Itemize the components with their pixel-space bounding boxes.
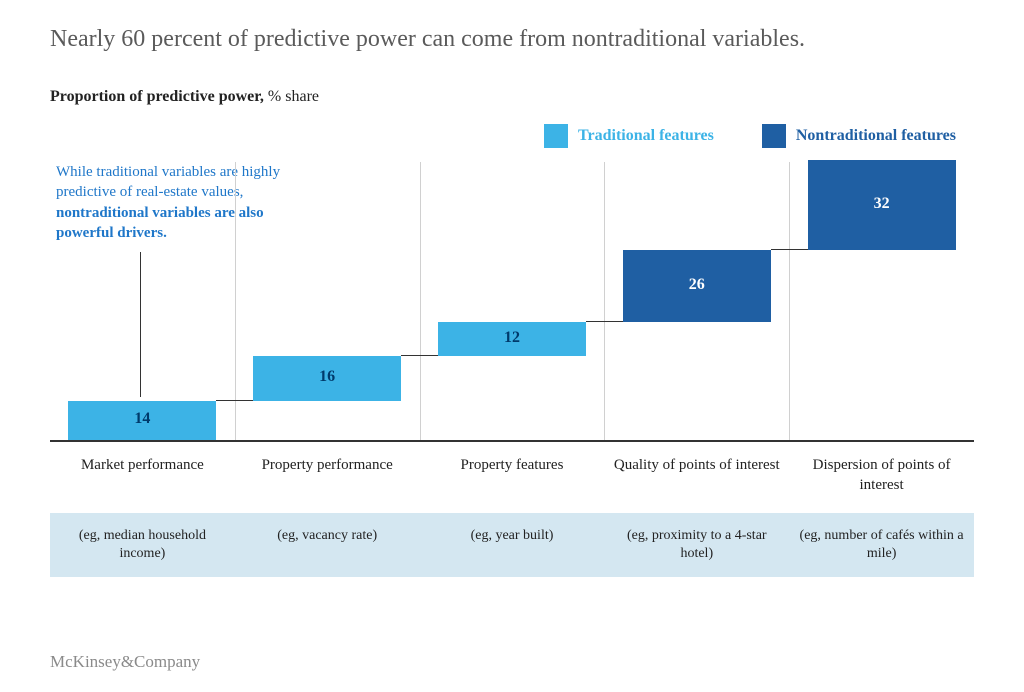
callout-text: While traditional variables are highly p… bbox=[56, 162, 316, 243]
category-label-2: Property features bbox=[420, 456, 605, 495]
grid-line bbox=[235, 162, 236, 440]
connector-2 bbox=[586, 321, 623, 322]
grid-line bbox=[789, 162, 790, 440]
callout-connector bbox=[140, 252, 141, 397]
legend: Traditional features Nontraditional feat… bbox=[50, 124, 974, 148]
footer-brand: McKinsey&Company bbox=[50, 652, 200, 672]
bar-value-3: 26 bbox=[623, 276, 771, 294]
example-label-3: (eg, proximity to a 4-star hotel) bbox=[604, 513, 789, 577]
example-label-0: (eg, median household income) bbox=[50, 513, 235, 577]
bar-1: 16 bbox=[253, 356, 401, 401]
example-label-2: (eg, year built) bbox=[420, 513, 605, 577]
bar-3: 26 bbox=[623, 250, 771, 323]
grid-line bbox=[420, 162, 421, 440]
category-label-0: Market performance bbox=[50, 456, 235, 495]
bar-value-0: 14 bbox=[68, 410, 216, 428]
legend-label-nontraditional: Nontraditional features bbox=[796, 127, 956, 145]
waterfall-chart: While traditional variables are highly p… bbox=[50, 162, 974, 442]
category-label-3: Quality of points of interest bbox=[604, 456, 789, 495]
example-label-1: (eg, vacancy rate) bbox=[235, 513, 420, 577]
example-label-4: (eg, number of cafés within a mile) bbox=[789, 513, 974, 577]
subtitle-prefix: Proportion of predictive power, bbox=[50, 88, 264, 105]
category-label-1: Property performance bbox=[235, 456, 420, 495]
bar-value-2: 12 bbox=[438, 329, 586, 347]
chart-subtitle: Proportion of predictive power, % share bbox=[50, 88, 974, 106]
example-row: (eg, median household income)(eg, vacanc… bbox=[50, 513, 974, 577]
legend-label-traditional: Traditional features bbox=[578, 127, 714, 145]
category-label-4: Dispersion of points of interest bbox=[789, 456, 974, 495]
callout-normal: While traditional variables are highly p… bbox=[56, 164, 280, 200]
legend-swatch-traditional bbox=[544, 124, 568, 148]
bar-value-4: 32 bbox=[808, 195, 956, 213]
connector-1 bbox=[401, 355, 438, 356]
subtitle-suffix: % share bbox=[264, 88, 319, 105]
chart-title: Nearly 60 percent of predictive power ca… bbox=[50, 24, 830, 54]
grid-line bbox=[604, 162, 605, 440]
bar-2: 12 bbox=[438, 322, 586, 356]
connector-3 bbox=[771, 249, 808, 250]
callout-bold: nontraditional variables are also powerf… bbox=[56, 205, 264, 241]
bar-4: 32 bbox=[808, 160, 956, 250]
legend-nontraditional: Nontraditional features bbox=[762, 124, 956, 148]
connector-0 bbox=[216, 400, 253, 401]
bar-0: 14 bbox=[68, 401, 216, 440]
legend-traditional: Traditional features bbox=[544, 124, 714, 148]
bar-value-1: 16 bbox=[253, 368, 401, 386]
legend-swatch-nontraditional bbox=[762, 124, 786, 148]
category-row: Market performanceProperty performancePr… bbox=[50, 456, 974, 495]
